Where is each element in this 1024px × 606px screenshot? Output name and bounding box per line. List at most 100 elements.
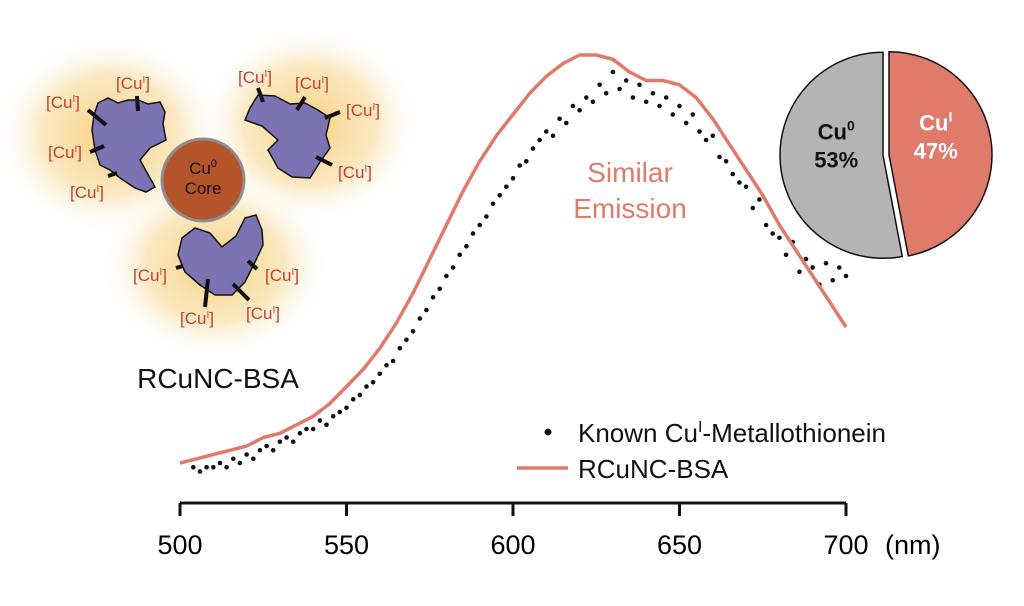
data-point xyxy=(484,214,489,219)
rcunc-bsa-illustration: Cu0 Core [CuI][CuI][CuI][CuI][CuI] [CuI][… xyxy=(0,25,420,394)
data-point xyxy=(364,384,369,389)
data-point xyxy=(803,256,809,262)
data-point xyxy=(763,222,769,228)
data-point xyxy=(384,363,389,368)
data-point xyxy=(577,108,582,113)
data-point xyxy=(237,460,243,466)
cu-i-label: [CuI] xyxy=(116,74,150,93)
data-point xyxy=(477,222,483,228)
cu-i-label: [CuI] xyxy=(48,143,82,162)
data-point xyxy=(690,112,696,117)
x-tick-label: 600 xyxy=(490,530,535,560)
cu-i-label: [CuI] xyxy=(295,74,329,93)
data-point xyxy=(270,448,276,453)
data-point xyxy=(497,193,503,198)
data-point xyxy=(310,426,316,432)
data-point xyxy=(597,82,602,88)
data-point xyxy=(843,273,849,279)
data-point xyxy=(657,103,662,109)
cu-i-label: [CuI] xyxy=(46,93,80,112)
cu-i-label: [CuI] xyxy=(338,163,372,182)
data-point xyxy=(290,439,296,445)
data-point xyxy=(584,95,589,100)
data-point xyxy=(737,180,742,185)
data-point xyxy=(730,171,736,177)
data-point xyxy=(297,431,303,436)
protein-blob-bottom xyxy=(177,214,264,296)
data-point xyxy=(377,371,383,377)
data-point xyxy=(677,103,682,109)
core-label-2: Core xyxy=(185,179,222,198)
legend-label-metallothionein: Known CuI-Metallothionein xyxy=(578,418,886,448)
x-axis-label: (nm) xyxy=(885,530,941,560)
data-point xyxy=(417,316,423,321)
scatter-series xyxy=(191,69,849,474)
data-point xyxy=(770,231,775,236)
data-point xyxy=(197,469,203,474)
data-point xyxy=(797,269,802,275)
data-point xyxy=(710,133,716,139)
cui-labels: [CuI] [CuI] [CuI] [CuI] [CuI] [CuI] [CuI] [CuI]… xyxy=(46,68,380,328)
data-point xyxy=(697,129,702,134)
protein-blob-right xyxy=(244,94,331,179)
data-point xyxy=(191,465,196,470)
data-point xyxy=(524,159,529,164)
data-point xyxy=(350,397,356,402)
data-point xyxy=(683,120,689,126)
data-point xyxy=(557,116,562,122)
pie-slice-percent: 53% xyxy=(814,148,858,173)
pie-slice-name: CuI xyxy=(919,108,952,135)
data-point xyxy=(590,99,596,105)
data-point xyxy=(703,137,709,143)
annotation-similar: Similar xyxy=(587,157,673,188)
cu-i-label: [CuI] xyxy=(246,304,280,323)
data-point xyxy=(623,78,629,83)
data-point xyxy=(217,460,223,466)
data-point xyxy=(257,448,263,453)
data-point xyxy=(404,337,409,343)
legend-dot-marker xyxy=(544,428,552,436)
data-point xyxy=(630,95,636,100)
data-point xyxy=(251,456,256,462)
data-point xyxy=(211,465,216,470)
annotation-emission: Emission xyxy=(573,193,687,224)
data-point xyxy=(743,184,749,190)
x-tick-label: 650 xyxy=(657,530,702,560)
data-point xyxy=(450,265,456,270)
data-point xyxy=(464,243,469,249)
x-axis-ticks: 500 550 600 650 700 xyxy=(157,503,869,560)
data-point xyxy=(637,82,642,88)
data-point xyxy=(410,329,416,334)
data-point xyxy=(830,278,835,283)
pie-slice-percent: 47% xyxy=(914,138,958,163)
data-point xyxy=(783,252,789,258)
data-point xyxy=(823,261,829,266)
data-point xyxy=(517,163,522,168)
ligand-bonds xyxy=(86,87,341,308)
data-point xyxy=(750,205,756,211)
data-point xyxy=(723,159,729,164)
data-point xyxy=(370,380,376,385)
illustration-caption: RCuNC-BSA xyxy=(137,363,299,394)
data-point xyxy=(330,414,336,419)
cu-i-label: [CuI] xyxy=(133,266,167,285)
cu-i-label: [CuI] xyxy=(238,68,272,87)
data-point xyxy=(231,456,236,462)
x-tick-label: 500 xyxy=(157,530,202,560)
data-point xyxy=(530,146,536,151)
data-point xyxy=(490,201,496,207)
x-tick-label: 550 xyxy=(324,530,369,560)
pie-slice-name: Cu0 xyxy=(818,118,855,145)
data-point xyxy=(357,392,363,398)
data-point xyxy=(544,129,549,134)
legend: Known CuI-Metallothionein RCuNC-BSA xyxy=(517,418,886,484)
data-point xyxy=(304,426,309,432)
cu-i-label: [CuI] xyxy=(346,101,380,120)
pie-chart: CuI 47% Cu0 53% xyxy=(779,50,993,259)
pie-slice-cu0 xyxy=(779,51,904,259)
data-point xyxy=(444,273,449,279)
data-point xyxy=(430,295,436,300)
data-point xyxy=(670,112,676,117)
data-point xyxy=(550,133,556,139)
